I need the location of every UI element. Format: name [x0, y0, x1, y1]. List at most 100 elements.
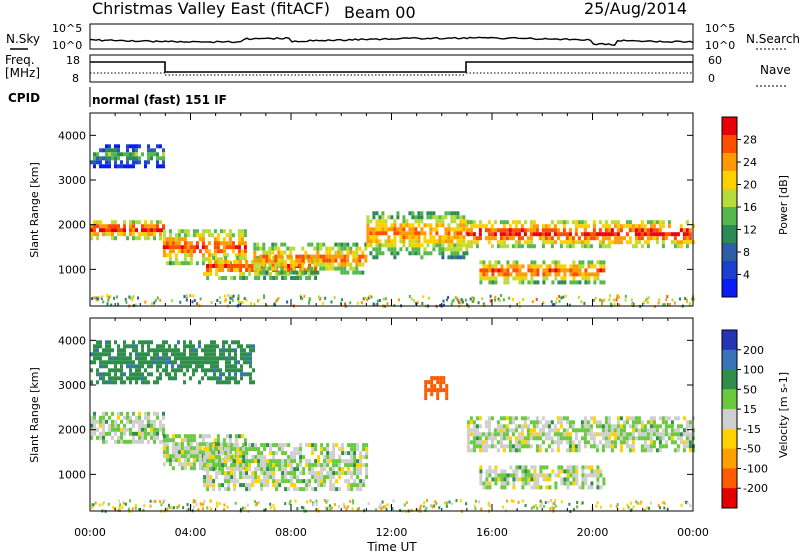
echo-cell [670, 420, 674, 425]
echo-cell [234, 245, 238, 250]
echo-cell [381, 211, 385, 216]
echo-cell [302, 471, 306, 476]
echo-cell [652, 224, 656, 229]
echo-cell [319, 266, 323, 271]
echo-cell [466, 432, 470, 437]
echo-cell [569, 280, 573, 285]
echo-cell [619, 428, 623, 433]
echo-cell [417, 215, 421, 220]
echo-cell [607, 420, 611, 425]
scatter-cell [166, 507, 169, 511]
echo-cell [355, 262, 359, 267]
echo-cell [574, 432, 578, 437]
echo-cell [275, 272, 279, 276]
echo-cell [320, 443, 324, 448]
scatter-cell [382, 297, 385, 301]
nsearch-label: N.Search [746, 32, 800, 46]
echo-cell [562, 224, 566, 229]
echo-cell [275, 451, 279, 456]
echo-cell [517, 240, 521, 245]
echo-cell [583, 436, 587, 441]
echo-cell [565, 236, 569, 241]
echo-cell [221, 467, 225, 472]
echo-cell [111, 368, 114, 373]
echo-cell [599, 280, 603, 285]
echo-cell [317, 479, 321, 484]
echo-cell [578, 268, 582, 273]
echo-cell [129, 380, 132, 385]
echo-cell [218, 487, 222, 492]
echo-cell [114, 156, 117, 161]
echo-cell [272, 443, 276, 448]
echo-cell [322, 242, 326, 247]
echo-cell [281, 443, 285, 448]
echo-cell [213, 356, 216, 361]
echo-cell [557, 473, 561, 478]
echo-cell [423, 239, 427, 244]
echo-cell [607, 416, 611, 421]
echo-cell [515, 260, 519, 265]
echo-cell [147, 360, 150, 365]
echo-cell [281, 479, 285, 484]
echo-cell [90, 224, 93, 229]
echo-cell [601, 428, 605, 433]
echo-cell [569, 268, 573, 273]
echo-cell [314, 463, 318, 468]
echo-cell [344, 479, 348, 484]
echo-cell [207, 376, 210, 381]
echo-cell [280, 242, 284, 247]
echo-cell [201, 376, 204, 381]
echo-cell [150, 372, 153, 377]
echo-cell [646, 428, 650, 433]
echo-cell [206, 455, 210, 460]
scatter-cell [657, 504, 660, 508]
echo-cell [497, 260, 501, 265]
echo-cell [117, 368, 120, 373]
echo-cell [243, 356, 246, 361]
echo-cell [224, 264, 228, 268]
echo-cell [90, 419, 93, 424]
scatter-cell [540, 501, 543, 505]
echo-cell [290, 483, 294, 488]
echo-cell [560, 268, 564, 273]
scatter-cell [274, 303, 276, 307]
echo-cell [108, 356, 111, 361]
echo-cell [580, 232, 584, 237]
echo-cell [96, 352, 99, 357]
echo-cell [126, 160, 129, 165]
echo-cell [216, 376, 219, 381]
echo-cell [634, 424, 638, 429]
echo-cell [396, 215, 400, 220]
echo-cell [138, 376, 141, 381]
echo-cell [206, 467, 210, 472]
echo-cell [481, 440, 485, 445]
echo-cell [658, 224, 662, 229]
echo-cell [308, 264, 312, 268]
echo-cell [111, 224, 114, 229]
echo-cell [206, 264, 210, 268]
echo-cell [243, 249, 247, 254]
echo-cell [206, 463, 210, 468]
echo-cell [484, 224, 488, 229]
echo-cell [281, 276, 285, 280]
echo-cell [203, 467, 207, 472]
scatter-cell [303, 294, 306, 298]
echo-cell [581, 264, 585, 269]
echo-cell [138, 360, 141, 365]
echo-cell [265, 270, 269, 275]
echo-cell [685, 428, 689, 433]
echo-cell [459, 231, 463, 236]
echo-cell [586, 440, 590, 445]
echo-cell [526, 240, 530, 245]
scatter-cell [168, 505, 171, 509]
echo-cell [147, 160, 150, 165]
echo-cell [165, 253, 169, 258]
echo-cell [328, 262, 332, 267]
echo-cell [607, 424, 611, 429]
scatter-cell [341, 298, 344, 302]
echo-cell [369, 243, 373, 248]
echo-cell [462, 243, 466, 248]
scatter-cell [308, 297, 311, 301]
echo-cell [453, 251, 457, 256]
echo-cell [478, 236, 482, 241]
